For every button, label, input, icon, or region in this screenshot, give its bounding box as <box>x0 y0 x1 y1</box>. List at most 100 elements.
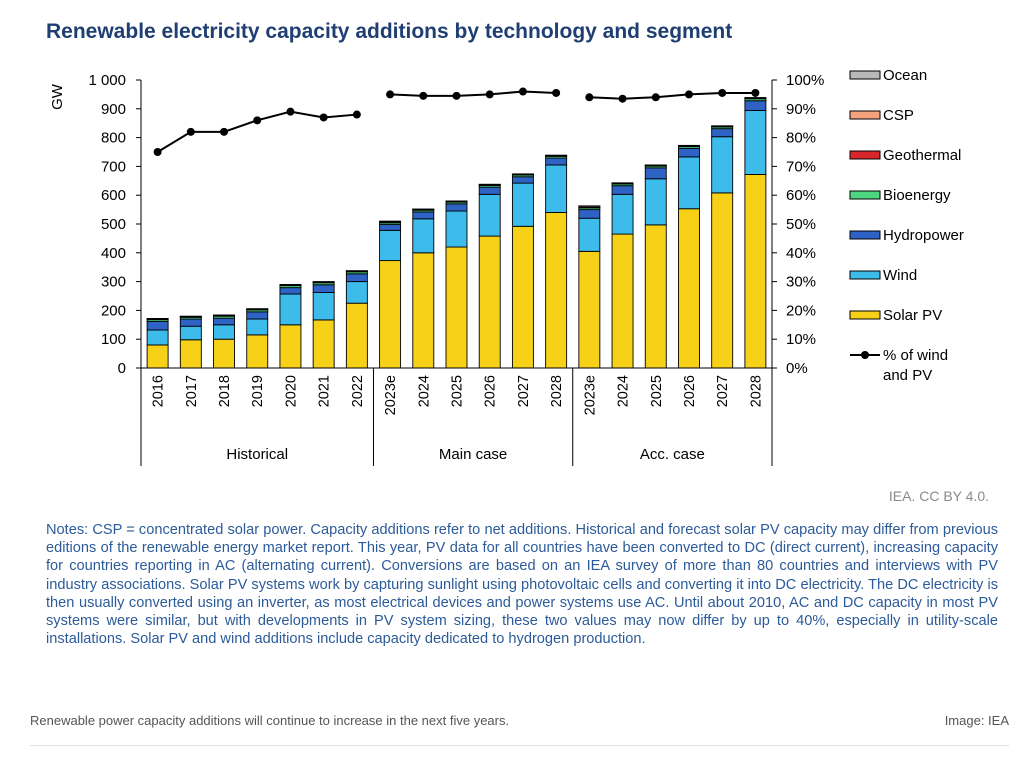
bar-segment-hydropower <box>478 186 501 195</box>
y-tick-label: 400 <box>101 245 126 262</box>
y-tick-label: 900 <box>101 101 126 118</box>
y2-tick-label: 20% <box>786 302 816 319</box>
axes-layer: 0 100 200 300 400 500 600 700 800 900 1 000 0% 10% 20… <box>49 72 824 415</box>
bar-segment-hydropower <box>744 100 767 111</box>
legend-item: Ocean <box>849 67 927 84</box>
share-line-point <box>618 94 627 103</box>
legend-swatch <box>849 270 881 280</box>
bar-segment-solar-pv <box>312 319 335 369</box>
y-tick-label: 600 <box>101 187 126 204</box>
legend-swatch <box>849 230 881 240</box>
y-tick-label: 1 000 <box>88 72 126 89</box>
bar-segment-solar-pv <box>545 212 568 369</box>
bar-segment-hydropower <box>146 320 169 331</box>
bar-segment-solar-pv <box>412 252 435 369</box>
bar-segment-hydropower <box>445 203 468 212</box>
bar-segment-wind <box>445 210 468 248</box>
x-tick-label: 2018 <box>217 375 233 407</box>
legend-label-cont: and PV <box>883 367 932 384</box>
bar-segment-solar-pv <box>213 338 235 369</box>
y2-tick-label: 80% <box>786 130 816 147</box>
legend-swatch <box>849 150 881 160</box>
legend-label: Geothermal <box>883 147 961 164</box>
chart-title: Renewable electricity capacity additions… <box>46 20 733 43</box>
share-line-point <box>319 113 328 122</box>
legend: Ocean CSP Geothermal Bioenergy Hydropower Win… <box>849 67 964 384</box>
bar-segment-wind <box>511 182 534 227</box>
share-line-point <box>518 87 527 96</box>
group-label: Main case <box>439 446 507 463</box>
share-line-point <box>684 90 693 99</box>
bar-segment-hydropower <box>545 157 568 166</box>
x-tick-label: 2028 <box>549 375 565 407</box>
legend-marker <box>861 351 869 359</box>
bar-segment-solar-pv <box>578 250 601 369</box>
bar-segment-wind <box>345 281 368 304</box>
legend-item: Wind <box>849 267 917 284</box>
bar-segment-wind <box>644 178 667 226</box>
x-tick-label: 2027 <box>516 375 532 407</box>
share-line-point <box>386 90 395 99</box>
y2-tick-label: 40% <box>786 245 816 262</box>
y-tick-label: 0 <box>118 360 126 377</box>
share-line-point <box>452 91 461 100</box>
y2-tick-label: 90% <box>786 101 816 118</box>
bar-segment-hydropower <box>678 147 700 158</box>
x-tick-label: 2027 <box>715 375 731 407</box>
bar-segment-hydropower <box>213 317 235 326</box>
bar-segment-hydropower <box>644 167 667 180</box>
share-line-point <box>153 148 162 156</box>
bar-segment-wind <box>545 164 568 213</box>
legend-swatch <box>849 310 881 320</box>
x-tick-label: 2026 <box>483 375 499 407</box>
share-line-point <box>220 127 229 136</box>
bar-segment-wind <box>578 217 601 252</box>
share-line-layer <box>153 87 760 156</box>
y-tick-label: 500 <box>101 216 126 233</box>
bar-segment-solar-pv <box>611 233 634 369</box>
x-tick-label: 2025 <box>450 375 466 407</box>
chart-notes: Notes: CSP = concentrated solar power. C… <box>46 522 998 648</box>
bar-segment-solar-pv <box>379 260 402 369</box>
bar-segment-hydropower <box>578 209 601 219</box>
caption-divider <box>30 745 1009 746</box>
bar-segment-hydropower <box>279 287 302 295</box>
x-tick-label: 2022 <box>350 375 366 407</box>
bar-segment-hydropower <box>345 273 368 283</box>
bar-segment-hydropower <box>711 128 734 138</box>
bar-segment-wind <box>146 329 169 346</box>
y-tick-label: 700 <box>101 158 126 175</box>
bar-segment-solar-pv <box>445 246 468 369</box>
y2-tick-label: 10% <box>786 331 816 348</box>
bar-segment-solar-pv <box>511 225 534 369</box>
x-tick-label: 2023e <box>383 375 399 415</box>
share-line-point <box>186 127 195 136</box>
bar-segment-hydropower <box>312 284 335 293</box>
group-label: Acc. case <box>640 446 705 463</box>
bar-segment-wind <box>312 292 335 321</box>
y2-tick-label: 50% <box>786 216 816 233</box>
legend-item: Hydropower <box>849 227 964 244</box>
bar-segment-wind <box>279 293 302 326</box>
legend-swatch <box>849 110 881 120</box>
bar-segment-wind <box>744 110 767 175</box>
bar-segment-solar-pv <box>478 235 501 369</box>
bar-segment-hydropower <box>246 311 269 320</box>
bar-segment-solar-pv <box>345 302 368 369</box>
image-caption: Renewable power capacity additions will … <box>30 713 510 728</box>
x-tick-label: 2019 <box>250 375 266 407</box>
y2-tick-label: 70% <box>786 158 816 175</box>
chart-credit: IEA. CC BY 4.0. <box>888 488 989 504</box>
legend-label: Bioenergy <box>883 187 951 204</box>
x-tick-label: 2025 <box>649 375 665 407</box>
legend-item: CSP <box>849 107 914 124</box>
share-line-point <box>751 88 760 97</box>
x-tick-label: 2016 <box>151 375 167 407</box>
bar-segment-hydropower <box>511 176 534 184</box>
bar-segment-hydropower <box>379 224 402 231</box>
bar-segment-wind <box>379 229 402 262</box>
share-line-point <box>718 88 727 97</box>
share-line-point <box>485 90 494 99</box>
bar-segment-wind <box>179 325 202 341</box>
chart: 0 100 200 300 400 500 600 700 800 900 1 000 0% 10% 20… <box>49 67 964 466</box>
